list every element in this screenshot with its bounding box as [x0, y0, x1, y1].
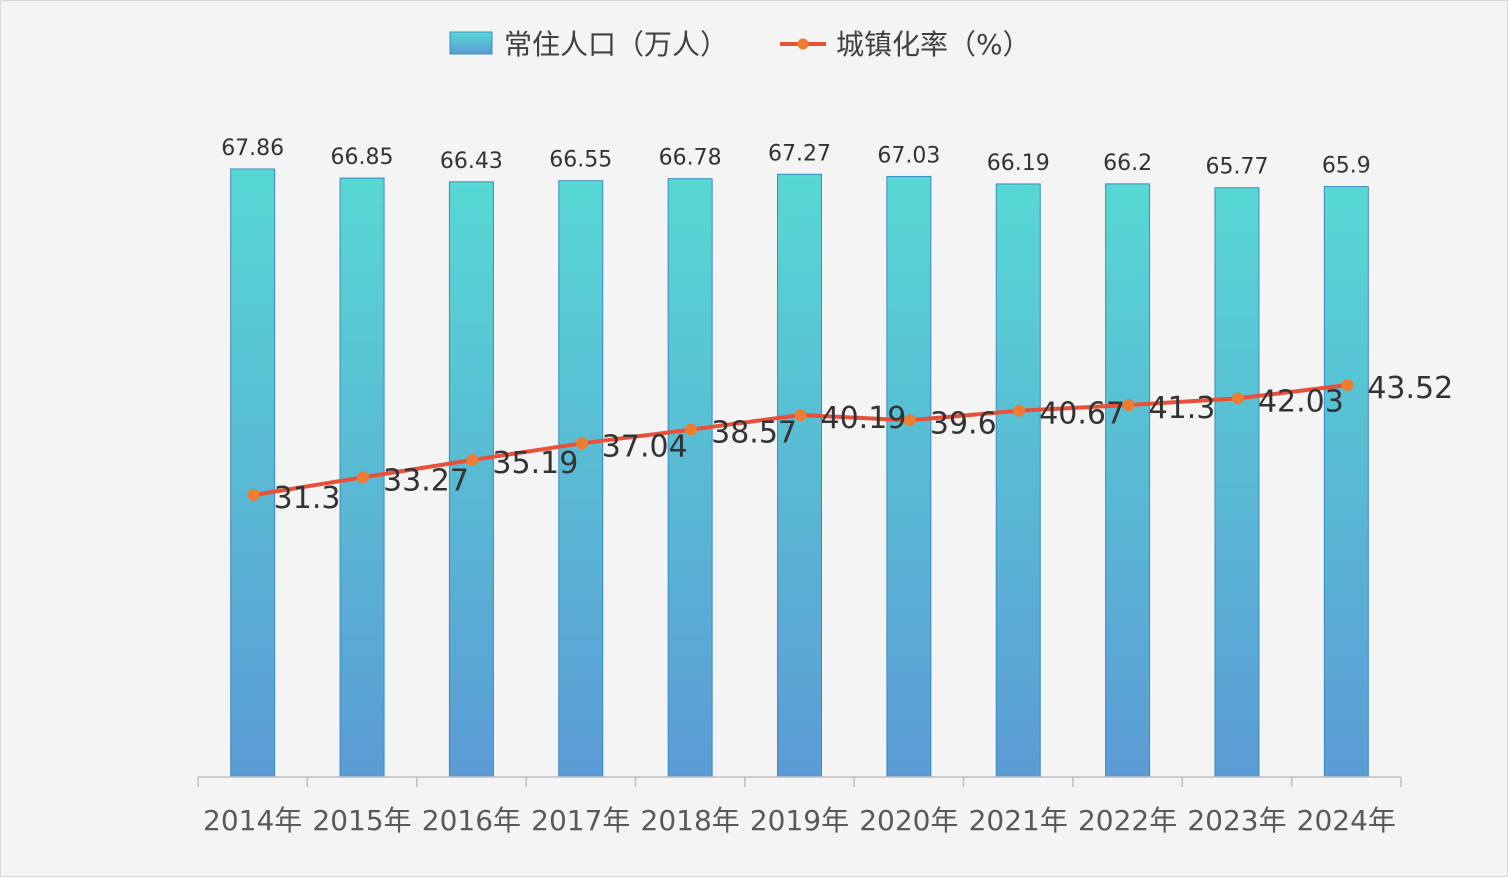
- line-point-9: [1231, 392, 1244, 405]
- legend: 常住人口（万人） 城镇化率（%）: [449, 28, 1031, 61]
- line-value-label-7: 40.67: [1039, 397, 1125, 432]
- line-value-label-8: 41.3: [1149, 391, 1216, 426]
- bar-value-label-3: 66.55: [549, 148, 612, 173]
- bar-4: [667, 178, 713, 778]
- x-tick-label-5: 2019年: [750, 804, 849, 837]
- x-tick-label-0: 2014年: [203, 804, 302, 837]
- bar-value-label-7: 66.19: [987, 151, 1050, 176]
- bar-5: [777, 173, 822, 778]
- line-point-8: [1122, 398, 1135, 411]
- x-tick-label-9: 2023年: [1187, 804, 1286, 837]
- line-value-label-10: 43.52: [1367, 371, 1453, 406]
- bar-value-label-4: 66.78: [659, 146, 722, 171]
- x-axis: 2014年 2015年 2016年 2017年 2018年 2019年 2020年 2021年…: [197, 776, 1402, 837]
- line-value-label-2: 35.19: [492, 446, 578, 481]
- x-tick-label-1: 2015年: [312, 804, 411, 837]
- bar-series-population: [230, 168, 1369, 778]
- bar-0: [230, 168, 276, 778]
- bar-value-label-5: 67.27: [768, 141, 831, 166]
- line-point-0: [247, 489, 260, 501]
- bar-value-label-2: 66.43: [440, 149, 503, 174]
- line-value-label-0: 31.3: [274, 481, 341, 516]
- line-point-3: [575, 437, 588, 450]
- legend-label-urbanization: 城镇化率（%）: [836, 28, 1031, 61]
- x-tick-label-6: 2020年: [859, 804, 958, 837]
- bar-8: [1105, 183, 1151, 778]
- line-point-6: [903, 414, 916, 427]
- line-point-2: [466, 453, 479, 466]
- bar-value-label-6: 67.03: [877, 143, 940, 168]
- x-tick-label-7: 2021年: [969, 804, 1068, 837]
- bar-10: [1323, 186, 1369, 778]
- line-value-label-6: 39.6: [930, 406, 997, 441]
- line-point-4: [685, 423, 698, 436]
- line-point-5: [794, 408, 807, 421]
- x-tick-label-3: 2017年: [531, 804, 630, 837]
- bar-7: [995, 183, 1041, 778]
- bar-value-label-8: 66.2: [1103, 151, 1152, 176]
- line-point-1: [357, 471, 370, 484]
- legend-swatch-population: [449, 31, 493, 55]
- x-tick-label-10: 2024年: [1297, 804, 1396, 837]
- line-value-label-5: 40.19: [821, 401, 907, 436]
- x-tick-label-2: 2016年: [422, 804, 521, 837]
- line-value-label-4: 38.57: [711, 416, 797, 451]
- line-value-label-9: 42.03: [1258, 384, 1344, 419]
- bar-value-label-10: 65.9: [1322, 154, 1371, 179]
- line-series-urbanization: [247, 379, 1354, 501]
- bar-value-label-0: 67.86: [221, 136, 284, 161]
- line-value-label-3: 37.04: [602, 429, 688, 464]
- bar-value-label-9: 65.77: [1205, 155, 1268, 180]
- bar-9: [1214, 187, 1260, 778]
- legend-marker-urbanization: [797, 38, 809, 50]
- bar-3: [558, 180, 604, 778]
- line-point-7: [1013, 404, 1026, 417]
- x-tick-label-8: 2022年: [1078, 804, 1177, 837]
- bar-value-label-1: 66.85: [331, 145, 394, 170]
- bar-6: [886, 175, 932, 778]
- line-data-labels: 31.3 33.27 35.19 37.04 38.57 40.19 39.6 40.67 41…: [274, 371, 1454, 516]
- x-tick-label-4: 2018年: [641, 804, 740, 837]
- legend-label-population: 常住人口（万人）: [504, 28, 728, 61]
- line-value-label-1: 33.27: [383, 463, 469, 498]
- line-point-10: [1341, 379, 1354, 391]
- bar-data-labels: 67.86 66.85 66.43 66.55 66.78 67.27 67.03 66.19…: [221, 136, 1371, 180]
